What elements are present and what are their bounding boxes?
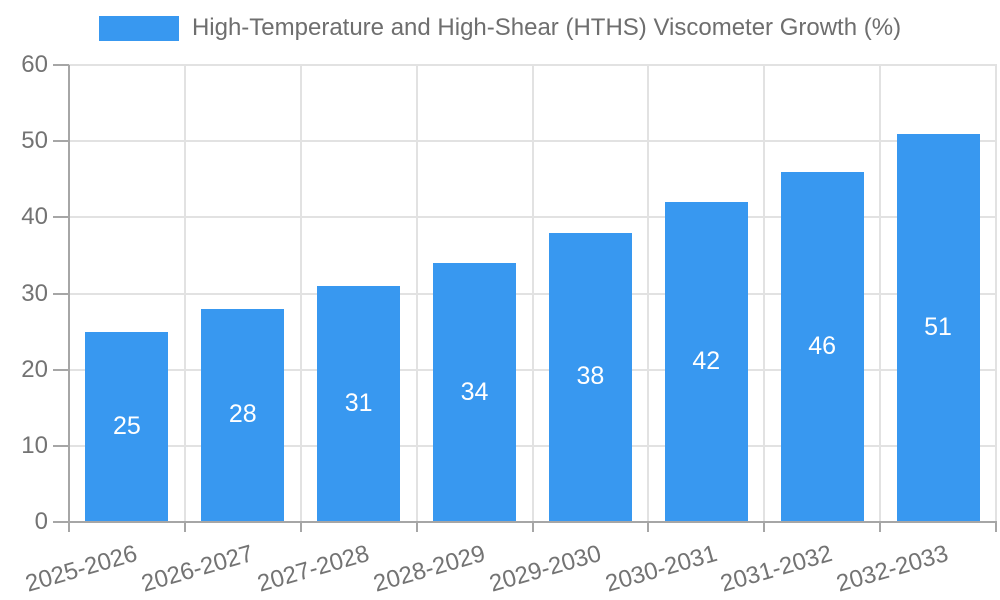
- bar-value-label: 46: [808, 331, 837, 360]
- x-gridline: [879, 65, 882, 522]
- y-tick-mark: [53, 368, 69, 371]
- legend-label: High-Temperature and High-Shear (HTHS) V…: [191, 14, 902, 41]
- y-tick-mark: [53, 64, 69, 66]
- y-axis-line: [68, 65, 70, 523]
- bar: 46: [780, 171, 864, 521]
- x-axis-line: [68, 521, 997, 523]
- y-tick-label: 10: [21, 431, 48, 459]
- y-tick-label: 40: [21, 203, 48, 231]
- x-tick-mark: [183, 523, 186, 532]
- y-tick-label: 30: [21, 279, 48, 307]
- x-tick-mark: [299, 523, 302, 532]
- bar-value-label: 34: [460, 377, 489, 406]
- y-tick-label: 60: [21, 51, 48, 78]
- bar-value-label: 25: [113, 411, 141, 440]
- x-tick-mark: [415, 523, 418, 532]
- x-tick-mark: [995, 523, 997, 532]
- x-tick-label: 2026-2027: [138, 540, 257, 598]
- x-tick-mark: [647, 523, 650, 532]
- x-gridline: [183, 65, 186, 522]
- x-tick-label: 2032-2033: [833, 540, 952, 598]
- x-gridline: [647, 65, 650, 522]
- y-tick-mark: [53, 216, 69, 219]
- legend[interactable]: High-Temperature and High-Shear (HTHS) V…: [0, 14, 1000, 42]
- y-tick-label: 20: [21, 355, 48, 383]
- y-tick-mark: [53, 292, 69, 295]
- y-tick-mark: [53, 140, 69, 143]
- x-gridline: [299, 65, 302, 522]
- x-gridline: [531, 65, 534, 522]
- x-tick-label: 2031-2032: [717, 540, 836, 598]
- x-tick-label: 2030-2031: [601, 540, 720, 598]
- bar-value-label: 38: [576, 362, 605, 391]
- y-tick-label: 50: [21, 127, 48, 155]
- bar: 34: [433, 263, 517, 521]
- x-tick-mark: [531, 523, 534, 532]
- y-tick-mark: [53, 444, 69, 447]
- bar: 51: [896, 133, 980, 521]
- x-tick-mark: [68, 523, 70, 532]
- bar: 38: [548, 232, 632, 521]
- x-tick-label: 2027-2028: [254, 540, 373, 598]
- bar: 31: [317, 285, 401, 521]
- y-tick-label: 0: [34, 508, 48, 535]
- x-tick-mark: [879, 523, 882, 532]
- x-gridline: [995, 65, 997, 522]
- x-tick-mark: [763, 523, 766, 532]
- bar: 42: [664, 202, 748, 521]
- bar-value-label: 28: [228, 400, 257, 429]
- bar-value-label: 42: [692, 347, 721, 376]
- bar: 25: [85, 331, 169, 521]
- x-tick-label: 2029-2030: [486, 540, 604, 598]
- bar-value-label: 31: [344, 388, 373, 417]
- bar: 28: [201, 308, 285, 521]
- legend-swatch: [98, 15, 179, 41]
- bar-value-label: 51: [924, 312, 952, 341]
- x-tick-label: 2025-2026: [22, 540, 141, 598]
- x-gridline: [763, 65, 766, 522]
- x-gridline: [415, 65, 418, 522]
- y-tick-mark: [53, 521, 69, 523]
- x-tick-label: 2028-2029: [370, 540, 489, 598]
